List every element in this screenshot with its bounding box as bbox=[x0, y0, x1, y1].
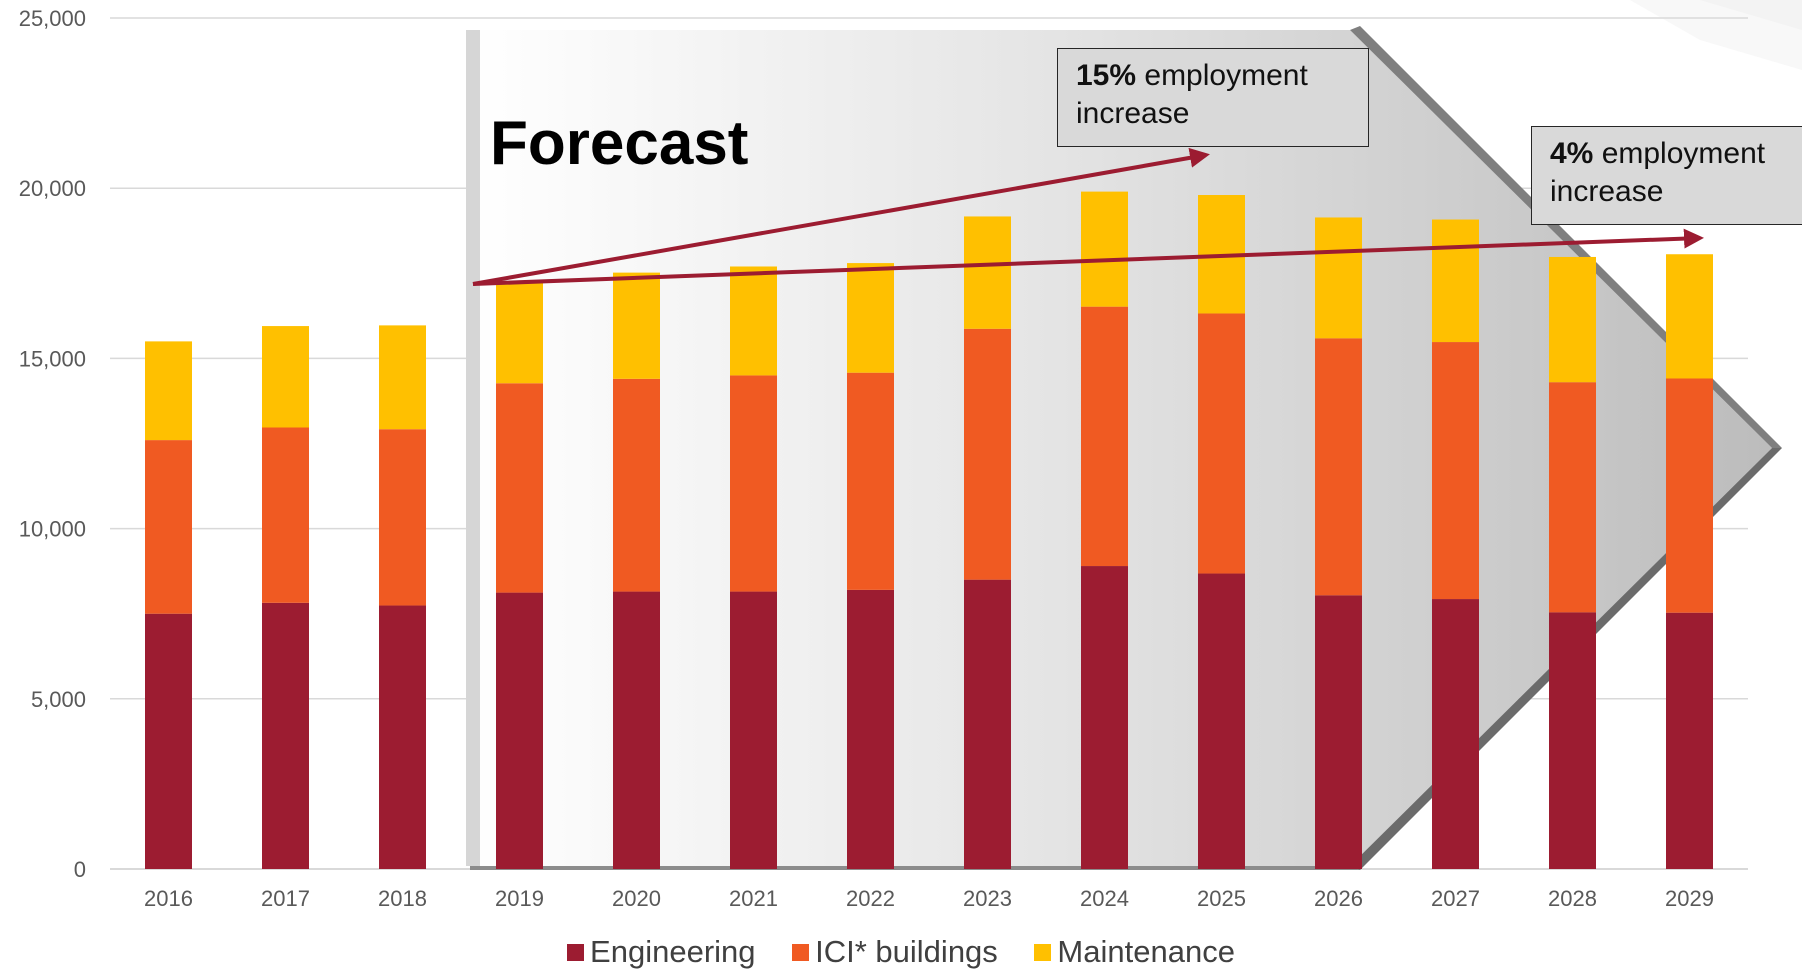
bar-segment-maintenance-2023 bbox=[964, 216, 1011, 329]
bar-segment-ici-buildings-2028 bbox=[1549, 382, 1596, 613]
bar-segment-ici-buildings-2020 bbox=[613, 378, 660, 592]
bar-segment-engineering-2021 bbox=[730, 591, 777, 869]
bar-segment-maintenance-2028 bbox=[1549, 256, 1596, 383]
x-tick-label: 2023 bbox=[963, 886, 1012, 911]
bar-segment-engineering-2025 bbox=[1198, 573, 1245, 869]
bar-segment-maintenance-2021 bbox=[730, 266, 777, 376]
bar-segment-maintenance-2018 bbox=[379, 325, 426, 430]
x-tick-label: 2017 bbox=[261, 886, 310, 911]
x-tick-label: 2016 bbox=[144, 886, 193, 911]
bar-segment-ici-buildings-2021 bbox=[730, 375, 777, 592]
y-tick-label: 15,000 bbox=[19, 346, 86, 371]
forecast-label: Forecast bbox=[490, 109, 749, 178]
legend-item-engineering: Engineering bbox=[567, 934, 756, 970]
trend-arrows bbox=[472, 147, 1704, 286]
trend-arrow-4 bbox=[472, 228, 1704, 286]
x-tick-label: 2019 bbox=[495, 886, 544, 911]
legend-item-ici-buildings: ICI* buildings bbox=[792, 934, 998, 970]
bar-segment-ici-buildings-2023 bbox=[964, 328, 1011, 580]
bar-segment-ici-buildings-2016 bbox=[145, 440, 192, 614]
bar-segment-ici-buildings-2029 bbox=[1666, 378, 1713, 613]
callout-4-text: employment increase bbox=[1550, 137, 1766, 208]
x-tick-label: 2028 bbox=[1548, 886, 1597, 911]
bar-segment-maintenance-2016 bbox=[145, 341, 192, 441]
x-tick-label: 2025 bbox=[1197, 886, 1246, 911]
x-tick-label: 2022 bbox=[846, 886, 895, 911]
bar-segment-maintenance-2022 bbox=[847, 263, 894, 373]
legend-label-maintenance: Maintenance bbox=[1057, 934, 1235, 969]
bar-segment-maintenance-2026 bbox=[1315, 217, 1362, 339]
bar-segment-maintenance-2020 bbox=[613, 272, 660, 379]
bar-segment-engineering-2023 bbox=[964, 579, 1011, 869]
bar-segment-maintenance-2024 bbox=[1081, 191, 1128, 307]
bar-segment-engineering-2022 bbox=[847, 589, 894, 869]
bar-segment-engineering-2024 bbox=[1081, 566, 1128, 869]
x-tick-label: 2020 bbox=[612, 886, 661, 911]
bar-segment-ici-buildings-2025 bbox=[1198, 313, 1245, 574]
callout-15-percent: 15% employment increase bbox=[1057, 48, 1369, 147]
bar-segment-ici-buildings-2026 bbox=[1315, 338, 1362, 596]
legend-label-ici-buildings: ICI* buildings bbox=[815, 934, 998, 969]
bar-segment-maintenance-2017 bbox=[262, 326, 309, 428]
trend-arrow-15 bbox=[472, 147, 1210, 286]
bar-segment-maintenance-2029 bbox=[1666, 254, 1713, 379]
bar-segment-maintenance-2027 bbox=[1432, 219, 1479, 343]
callout-15-text: employment increase bbox=[1076, 59, 1308, 130]
x-tick-label: 2027 bbox=[1431, 886, 1480, 911]
callout-4-percent: 4% employment increase bbox=[1531, 126, 1802, 225]
bar-segment-ici-buildings-2017 bbox=[262, 427, 309, 603]
bar-segment-engineering-2027 bbox=[1432, 599, 1479, 869]
bar-segment-engineering-2017 bbox=[262, 602, 309, 869]
bar-segment-engineering-2018 bbox=[379, 605, 426, 869]
x-tick-label: 2029 bbox=[1665, 886, 1714, 911]
background-decoration bbox=[1630, 0, 1802, 70]
legend: Engineering ICI* buildings Maintenance bbox=[0, 934, 1802, 970]
bar-segment-engineering-2026 bbox=[1315, 595, 1362, 869]
y-tick-label: 25,000 bbox=[19, 6, 86, 31]
bar-segment-ici-buildings-2024 bbox=[1081, 306, 1128, 567]
legend-swatch-ici-buildings bbox=[792, 944, 810, 961]
bar-segment-ici-buildings-2027 bbox=[1432, 342, 1479, 600]
y-tick-label: 10,000 bbox=[19, 517, 86, 542]
callout-4-bold: 4% bbox=[1550, 137, 1594, 170]
legend-swatch-maintenance bbox=[1034, 944, 1052, 961]
y-tick-label: 0 bbox=[74, 857, 86, 882]
legend-label-engineering: Engineering bbox=[590, 934, 756, 969]
bar-segment-engineering-2016 bbox=[145, 613, 192, 869]
bar-segment-engineering-2029 bbox=[1666, 612, 1713, 869]
x-tick-label: 2018 bbox=[378, 886, 427, 911]
callout-15-bold: 15% bbox=[1076, 59, 1137, 92]
bar-segment-ici-buildings-2018 bbox=[379, 429, 426, 606]
y-tick-label: 20,000 bbox=[19, 176, 86, 201]
legend-swatch-engineering bbox=[567, 944, 585, 961]
bar-segment-ici-buildings-2022 bbox=[847, 372, 894, 590]
bar-segment-engineering-2028 bbox=[1549, 612, 1596, 869]
x-tick-label: 2024 bbox=[1080, 886, 1129, 911]
bar-segment-engineering-2019 bbox=[496, 592, 543, 869]
bar-segment-ici-buildings-2019 bbox=[496, 383, 543, 593]
x-tick-label: 2021 bbox=[729, 886, 778, 911]
y-tick-label: 5,000 bbox=[31, 687, 86, 712]
bar-segment-engineering-2020 bbox=[613, 591, 660, 869]
legend-item-maintenance: Maintenance bbox=[1034, 934, 1235, 970]
bar-segment-maintenance-2019 bbox=[496, 281, 543, 384]
x-tick-label: 2026 bbox=[1314, 886, 1363, 911]
